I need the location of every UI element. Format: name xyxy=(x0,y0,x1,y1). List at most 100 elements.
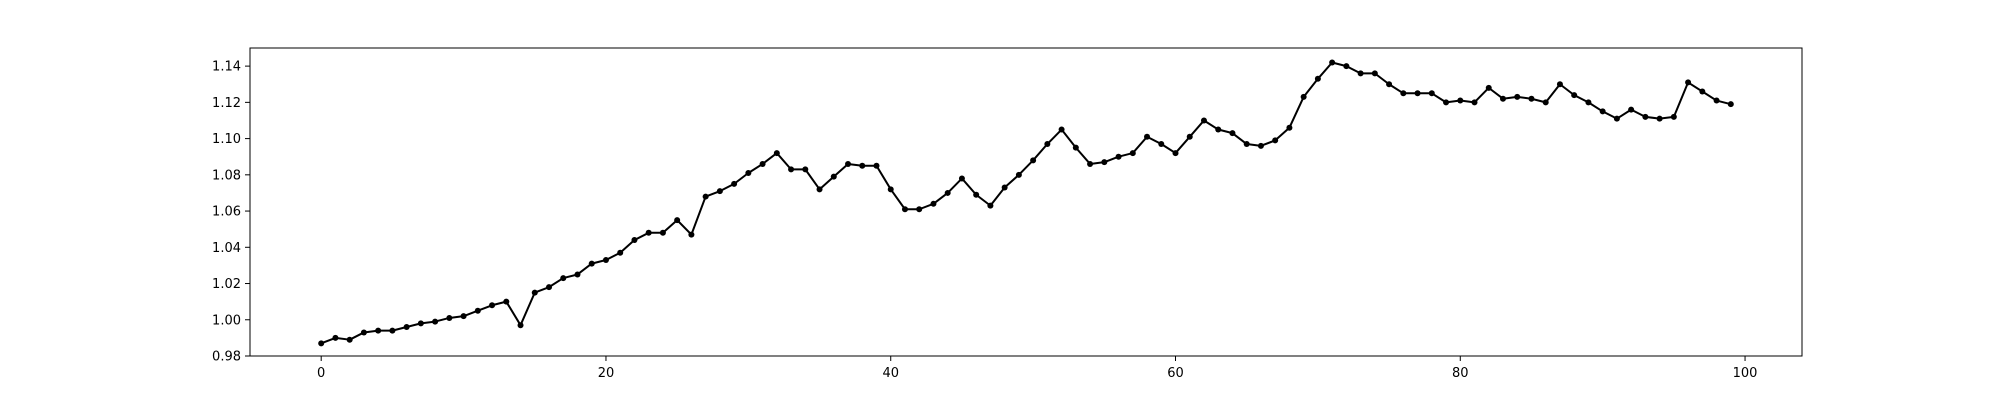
y-tick-label: 0.98 xyxy=(212,350,241,365)
data-point xyxy=(716,188,723,195)
data-point xyxy=(873,162,880,169)
data-point xyxy=(1286,124,1293,131)
data-point xyxy=(1443,99,1450,106)
data-point xyxy=(1144,133,1151,140)
data-point xyxy=(503,298,510,305)
data-point xyxy=(1571,92,1578,99)
data-point xyxy=(1329,59,1336,66)
data-point xyxy=(973,191,980,198)
data-point xyxy=(1642,113,1649,120)
data-point xyxy=(645,229,652,236)
data-point xyxy=(1357,70,1364,77)
data-point xyxy=(1514,93,1521,100)
data-point xyxy=(1386,81,1393,88)
x-tick-label: 20 xyxy=(598,366,615,381)
data-point xyxy=(1172,150,1179,157)
plot-area: 0 20 40 60 80 100 0.98 1.00 1.02 1.04 1.06 1.08 1.10… xyxy=(212,47,1803,381)
data-point xyxy=(1656,115,1663,122)
axes-frame xyxy=(249,47,1803,357)
data-point xyxy=(788,166,795,173)
y-tick-label: 1.02 xyxy=(212,277,241,292)
data-point xyxy=(1343,63,1350,70)
data-point xyxy=(1727,101,1734,108)
data-point xyxy=(731,180,738,187)
data-point xyxy=(1115,153,1122,160)
data-point xyxy=(574,271,581,278)
y-tick-label: 1.14 xyxy=(212,60,241,75)
x-tick-label: 0 xyxy=(317,366,325,381)
data-point xyxy=(1585,99,1592,106)
data-point xyxy=(1314,75,1321,82)
data-point xyxy=(1713,97,1720,104)
data-point xyxy=(460,313,467,320)
data-point xyxy=(560,275,567,282)
data-point xyxy=(1599,108,1606,115)
data-point xyxy=(830,173,837,180)
data-point xyxy=(1371,70,1378,77)
data-point xyxy=(916,206,923,213)
data-point xyxy=(1243,141,1250,148)
data-point xyxy=(944,189,951,196)
data-point xyxy=(360,329,367,336)
data-point xyxy=(375,327,382,334)
data-point xyxy=(1613,115,1620,122)
data-point xyxy=(887,186,894,193)
data-point xyxy=(1229,130,1236,137)
data-point xyxy=(1087,160,1094,167)
data-point xyxy=(389,327,396,334)
data-point xyxy=(417,320,424,327)
data-point xyxy=(1628,106,1635,113)
y-tick-label: 1.12 xyxy=(212,96,241,111)
data-point xyxy=(659,229,666,236)
data-point xyxy=(759,160,766,167)
data-point xyxy=(1499,95,1506,102)
data-point xyxy=(631,237,638,244)
data-point xyxy=(1428,90,1435,97)
data-point xyxy=(1556,81,1563,88)
data-point xyxy=(1158,141,1165,148)
y-tick-label: 1.10 xyxy=(212,132,241,147)
data-point xyxy=(702,193,709,200)
data-point xyxy=(617,249,624,256)
data-point xyxy=(930,200,937,207)
data-point xyxy=(1058,126,1065,133)
data-point xyxy=(958,175,965,182)
data-point xyxy=(1030,157,1037,164)
data-point xyxy=(773,150,780,157)
data-point xyxy=(318,340,325,347)
data-point xyxy=(1015,171,1022,178)
y-tick-label: 1.04 xyxy=(212,241,241,256)
data-point xyxy=(1414,90,1421,97)
data-point xyxy=(1044,141,1051,148)
data-point xyxy=(1072,144,1079,151)
data-point xyxy=(688,231,695,238)
data-point xyxy=(1685,79,1692,86)
data-point xyxy=(1215,126,1222,133)
data-point xyxy=(1200,117,1207,124)
data-point xyxy=(816,186,823,193)
y-tick-label: 1.08 xyxy=(212,168,241,183)
data-point xyxy=(1257,142,1264,149)
data-point xyxy=(1001,184,1008,191)
data-point xyxy=(602,256,609,263)
data-point xyxy=(1542,99,1549,106)
data-point xyxy=(1300,93,1307,100)
data-point xyxy=(546,284,553,291)
x-tick-label: 80 xyxy=(1452,366,1469,381)
data-point xyxy=(403,324,410,331)
data-point xyxy=(1400,90,1407,97)
data-point xyxy=(432,318,439,325)
data-point xyxy=(1272,137,1279,144)
data-point xyxy=(446,314,453,321)
data-point xyxy=(802,166,809,173)
y-tick-label: 1.00 xyxy=(212,313,241,328)
data-point xyxy=(1699,88,1706,95)
data-point xyxy=(1528,95,1535,102)
x-tick-label: 60 xyxy=(1167,366,1184,381)
data-point xyxy=(531,289,538,296)
data-point xyxy=(1670,113,1677,120)
data-point xyxy=(745,170,752,177)
data-point xyxy=(332,334,339,341)
data-point xyxy=(1485,84,1492,91)
